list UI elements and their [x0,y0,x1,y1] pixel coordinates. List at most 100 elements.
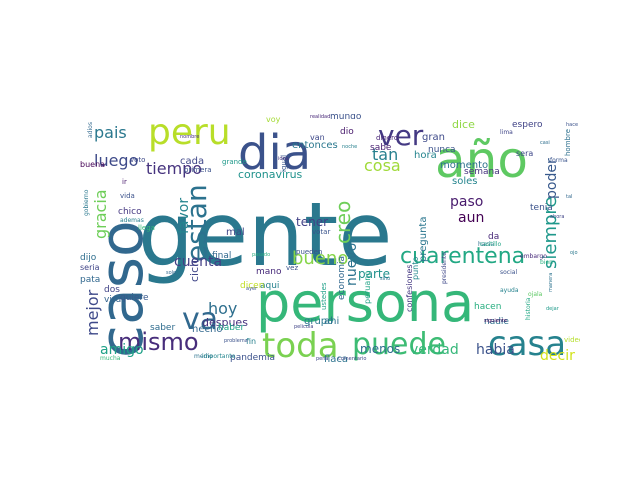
cloud-word: ojo [570,250,578,256]
cloud-word: gracia [91,189,110,239]
cloud-word: luego [94,151,138,170]
cloud-word: pregunta [418,217,429,262]
cloud-word: dia [238,125,311,181]
cloud-word: ojala [528,291,543,298]
cloud-word: adios [87,122,94,138]
cloud-word: persona [256,271,474,334]
cloud-word: despues [202,316,248,329]
cloud-word: parte [358,267,390,281]
cloud-word: dejar [546,306,560,312]
cloud-word: tenia [530,203,553,213]
cloud-word: cada [180,156,204,167]
cloud-word: cosa [364,156,401,175]
cloud-word: ver [378,119,424,152]
cloud-word: social [500,269,517,276]
cloud-word: mano [256,267,282,277]
cloud-word: voy [266,115,281,124]
cloud-word: vida [120,192,135,200]
cloud-word: hecho [192,324,222,335]
cloud-word: virus [104,295,126,305]
cloud-word: noche [342,144,357,150]
cloud-word: dijo [80,253,97,263]
cloud-word: idea [278,156,289,162]
cloud-word: embargo [520,253,547,260]
cloud-word: nombre [180,134,199,140]
cloud-word: caso [87,220,157,358]
cloud-word: haber [218,323,244,333]
cloud-word: paso [450,194,483,210]
cloud-word: ustedes [320,282,328,310]
cloud-word: ayer [246,286,258,292]
cloud-word: tiempo [146,159,202,178]
cloud-word: casi [540,140,550,146]
cloud-word: llega [138,224,155,232]
cloud-word: peruano [363,271,372,304]
cloud-word: gran [422,132,445,143]
cloud-word: bien [540,259,553,266]
cloud-word: toda [262,326,339,366]
cloud-word: nunca [428,145,456,155]
cloud-word: sera [516,149,533,158]
cloud-word: manera [548,273,554,292]
cloud-word: presidente [441,252,448,284]
cloud-word: buena [80,160,105,169]
cloud-word: siempre [540,197,561,270]
cloud-word: pelicula [294,324,313,330]
cloud-word: ir [122,178,127,186]
cloud-word: dio [340,127,354,137]
cloud-word: seria [80,263,100,272]
cloud-word: sino [380,276,390,282]
cloud-word: menos [360,342,400,356]
cloud-word: coronavirus [238,168,303,181]
cloud-word: verdad [410,342,459,358]
cloud-word: gobierno [83,189,90,216]
cloud-word: grupo [304,316,333,327]
cloud-word: tal [566,194,572,200]
cloud-word: aun [458,210,484,226]
cloud-word: sabe [370,143,392,153]
cloud-word: hoy [208,299,237,318]
cloud-word: gente [138,183,392,286]
cloud-word: amigo [100,342,144,358]
cloud-word: dinero [376,134,398,142]
cloud-word: da [488,232,499,242]
cloud-word: hacen [474,302,501,312]
cloud-word: casa [488,324,566,364]
cloud-word: importante [202,353,236,360]
cloud-word: confesiones [405,264,414,312]
cloud-word: pata [80,275,100,285]
cloud-word: dicen [240,281,264,291]
cloud-word: fin [246,337,256,346]
cloud-word: puede [352,327,446,362]
cloud-word: final [212,251,231,261]
cloud-word: chico [118,207,142,217]
cloud-word: peru [148,114,231,153]
cloud-word: nadie [484,317,509,327]
cloud-word: igual [280,155,288,172]
cloud-word: ahora [550,214,564,220]
cloud-word: pueden [296,248,322,256]
cloud-word: pandemia [230,353,275,363]
cloud-word: hace [566,122,578,128]
cloud-word: flaca [324,354,348,365]
cloud-word: soles [452,176,477,187]
cloud-word: habia [476,342,515,358]
cloud-word: favor [176,198,192,234]
cloud-word: decir [540,348,575,364]
cloud-word: ademas [120,217,144,224]
cloud-word: cuenta [174,254,222,270]
cloud-word: quiere [120,293,149,303]
cloud-word: grande [222,158,247,166]
cloud-word: economia [337,256,347,300]
cloud-word: hora [414,150,437,161]
cloud-word: bueno [292,248,348,269]
cloud-word: creo [331,201,355,244]
cloud-word: ayuda [500,287,519,294]
cloud-word: votar [312,228,330,236]
cloud-word: pais [94,123,127,142]
cloud-word: primera [184,166,212,174]
cloud-word: video [564,336,580,344]
